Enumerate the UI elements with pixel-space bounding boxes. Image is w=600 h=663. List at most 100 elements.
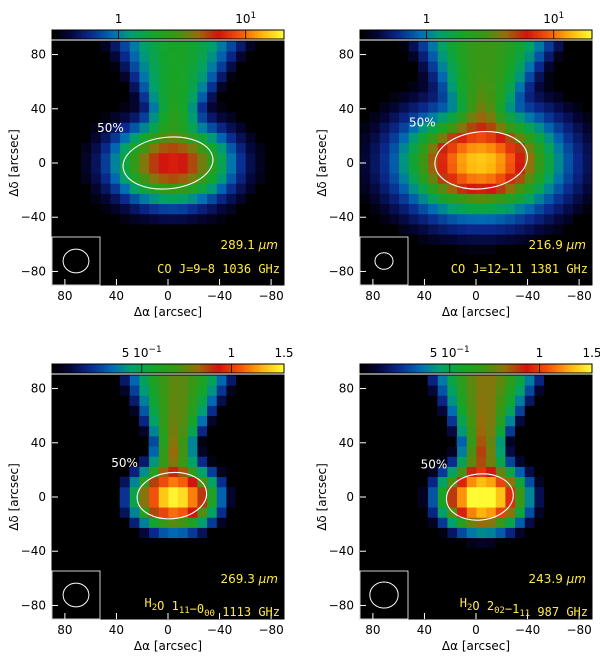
map-pixel: [485, 466, 496, 478]
colorbar-segment: [231, 30, 236, 39]
map-pixel: [206, 102, 217, 113]
map-pixel: [514, 142, 525, 154]
map-pixel: [485, 203, 496, 215]
map-pixel: [148, 152, 159, 164]
colorbar-segment: [202, 30, 207, 39]
map-pixel: [514, 456, 525, 467]
map-pixel: [119, 173, 130, 184]
map-pixel: [534, 41, 545, 52]
map-pixel: [90, 132, 101, 144]
map-pixel: [187, 61, 198, 72]
map-pixel: [255, 163, 266, 174]
map-pixel: [553, 152, 564, 164]
map-pixel: [553, 183, 564, 194]
map-pixel: [139, 81, 150, 93]
map-pixel: [110, 61, 121, 72]
colorbar-segment: [542, 364, 547, 373]
map-pixel: [505, 173, 516, 184]
map-pixel: [148, 173, 159, 184]
map-pixel: [582, 193, 592, 205]
map-pixel: [466, 102, 477, 113]
map-pixel: [418, 234, 429, 245]
colorbar-segment: [240, 30, 244, 39]
map-pixel: [582, 112, 592, 123]
map-pixel: [168, 41, 179, 52]
colorbar-segment: [464, 364, 468, 373]
map-pixel: [187, 81, 198, 93]
colorbar-segment: [66, 30, 70, 39]
colorbar-segment: [377, 30, 381, 39]
map-pixel: [505, 517, 516, 528]
map-pixel: [408, 122, 419, 133]
colorbar-segment: [130, 30, 134, 39]
map-pixel: [437, 234, 448, 245]
map-pixel: [495, 497, 506, 508]
map-pixel: [408, 183, 419, 194]
beam-ellipse: [374, 252, 394, 270]
map-pixel: [476, 224, 487, 235]
map-pixel: [168, 395, 179, 406]
map-pixel: [563, 132, 574, 144]
colorbar-segment: [519, 30, 523, 39]
map-pixel: [437, 517, 448, 528]
map-pixel: [447, 173, 458, 184]
colorbar-segment: [127, 30, 131, 39]
map-pixel: [418, 112, 429, 123]
map-pixel: [187, 183, 198, 194]
map-pixel: [187, 142, 198, 154]
map-pixel: [418, 224, 429, 235]
map-pixel: [100, 122, 111, 133]
map-pixel: [505, 234, 516, 245]
map-pixel: [505, 436, 516, 447]
map-pixel: [139, 193, 150, 205]
colorbar-segment: [98, 364, 102, 373]
map-pixel: [427, 183, 438, 194]
map-pixel: [495, 527, 506, 539]
map-pixel: [90, 163, 101, 174]
map-pixel: [129, 132, 140, 144]
map-pixel: [485, 193, 496, 205]
map-pixel: [476, 203, 487, 215]
map-pixel: [466, 425, 477, 437]
map-pixel: [418, 163, 429, 174]
map-pixel: [197, 405, 208, 417]
map-pixel: [197, 395, 208, 406]
map-pixel: [447, 375, 458, 386]
map-pixel: [534, 375, 545, 386]
map-pixel: [437, 456, 448, 467]
map-pixel: [139, 142, 150, 154]
map-pixel: [524, 497, 535, 508]
map-pixel: [148, 466, 159, 478]
map-pixel: [158, 193, 169, 205]
map-pixel: [158, 476, 169, 488]
map-pixel: [495, 51, 506, 62]
map-pixel: [572, 183, 583, 194]
map-pixel: [177, 173, 188, 184]
map-pixel: [158, 405, 169, 417]
map-pixel: [476, 173, 487, 184]
map-pixel: [197, 61, 208, 72]
x-tick-label: 40: [417, 289, 432, 303]
map-pixel: [197, 203, 208, 215]
map-pixel: [187, 456, 198, 467]
map-pixel: [187, 436, 198, 447]
map-pixel: [168, 486, 179, 498]
map-pixel: [505, 395, 516, 406]
panel-2: 80 40 0 −40 −80 80 40 0 −40 −80 Δα [arcsec] Δδ [arc…: [7, 345, 294, 653]
colorbar-segment: [386, 30, 390, 39]
colorbar-segment: [502, 364, 506, 373]
map-pixel: [398, 132, 409, 144]
map-pixel: [514, 203, 525, 215]
map-pixel: [524, 152, 535, 164]
map-pixel: [524, 51, 535, 62]
colorbar: 1 101: [359, 11, 593, 40]
colorbar-segment: [153, 30, 157, 39]
colorbar-segment: [179, 30, 183, 39]
map-pixel: [447, 163, 458, 174]
map-pixel: [466, 224, 477, 235]
map-pixel: [534, 81, 545, 93]
map-pixel: [398, 213, 409, 225]
map-pixel: [216, 486, 227, 498]
map-pixel: [255, 142, 266, 154]
map-pixel: [524, 102, 535, 113]
